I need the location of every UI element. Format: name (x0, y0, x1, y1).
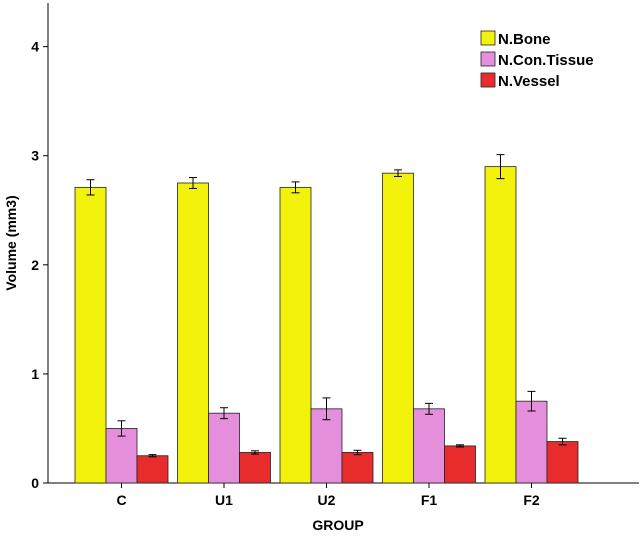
y-tick-label: 4 (31, 39, 39, 55)
error-bar (394, 169, 402, 177)
bar-n-con-tissue-u2 (310, 408, 343, 484)
legend-label: N.Vessel (498, 73, 560, 90)
error-bar (86, 179, 95, 196)
axis-ticks: 0 1 2 3 4 C U1 U2 F1 F2 (31, 39, 540, 508)
error-bar (117, 420, 126, 437)
legend-swatch (480, 72, 496, 88)
legend-swatch (480, 51, 496, 67)
error-bar (322, 397, 331, 421)
x-tick-label: U1 (215, 492, 233, 508)
x-tick-label: F2 (523, 492, 540, 508)
bar-n-con-tissue-c (105, 428, 138, 484)
error-bar (456, 444, 464, 448)
error-bar (220, 407, 228, 420)
legend-swatch (480, 30, 496, 46)
error-bar (527, 390, 536, 412)
bar-n-vessel-f1 (444, 445, 476, 484)
bar-n-bone-u2 (279, 186, 312, 484)
y-tick-label: 0 (31, 475, 39, 491)
y-tick-label: 2 (31, 257, 39, 273)
bar-n-con-tissue-f2 (515, 400, 548, 484)
x-tick-label: C (116, 492, 126, 508)
bar-n-vessel-u1 (239, 452, 271, 484)
bar-n-bone-f1 (382, 172, 414, 484)
legend-label: N.Con.Tissue (498, 52, 594, 69)
error-bar (425, 402, 433, 415)
error-bar (291, 181, 300, 194)
error-bar (148, 454, 157, 458)
bar-n-con-tissue-f1 (413, 408, 445, 484)
error-bar (558, 437, 567, 446)
error-bar (496, 154, 505, 180)
bar-n-bone-u1 (177, 182, 209, 484)
y-tick-label: 1 (31, 366, 39, 382)
x-tick-label: F1 (421, 492, 438, 508)
x-axis-title: GROUP (312, 517, 363, 533)
y-tick-label: 3 (31, 148, 39, 164)
y-axis-title: Volume (mm3) (3, 195, 19, 290)
error-bars (86, 154, 567, 458)
bar-n-bone-c (74, 186, 107, 484)
error-bar (189, 177, 197, 189)
bar-n-vessel-f2 (546, 441, 579, 484)
bar-n-con-tissue-u1 (208, 412, 240, 484)
legend-label: N.Bone (498, 31, 551, 48)
bar-n-vessel-c (136, 455, 169, 484)
legend-box (477, 27, 627, 94)
error-bar (251, 450, 259, 455)
bar-n-bone-f2 (484, 166, 517, 484)
legend: N.Bone N.Con.Tissue N.Vessel (477, 27, 627, 94)
bar-n-vessel-u2 (341, 452, 374, 484)
error-bar (353, 449, 362, 456)
x-tick-label: U2 (318, 492, 336, 508)
bars (74, 166, 579, 484)
